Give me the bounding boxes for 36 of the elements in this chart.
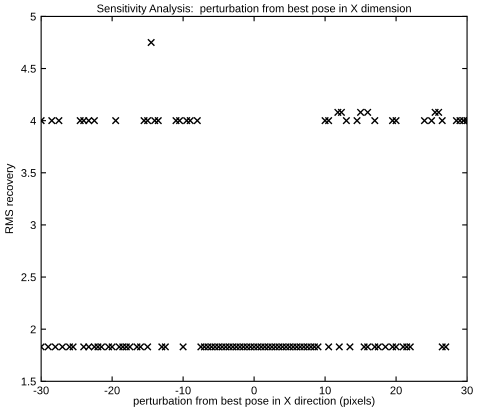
- y-tick-label: 3.5: [21, 169, 36, 177]
- x-tick-label: 20: [390, 386, 402, 394]
- x-tick-label: 0: [251, 386, 257, 394]
- point: [154, 116, 162, 125]
- y-tick-label: 4: [30, 117, 36, 125]
- x-tick-label: 30: [461, 386, 473, 394]
- point: [438, 116, 446, 125]
- point: [392, 116, 400, 125]
- y-tick-label: 1.5: [22, 378, 36, 386]
- point: [431, 108, 440, 116]
- y-tick-label: 4.5: [21, 64, 36, 73]
- point: [434, 108, 443, 116]
- point: [353, 116, 361, 125]
- y-tick-label: 3: [30, 221, 36, 230]
- point: [370, 116, 379, 125]
- point: [112, 116, 120, 125]
- y-tick-label: 5: [30, 12, 36, 21]
- point: [334, 108, 342, 116]
- point: [172, 116, 180, 125]
- y-tick-label: 2: [30, 325, 36, 334]
- point: [337, 108, 346, 116]
- x-tick-label: -30: [34, 386, 49, 394]
- point: [388, 116, 396, 125]
- x-axis-title: perturbation from best pose in X direction (pixels): [134, 396, 374, 407]
- point: [147, 38, 156, 46]
- y-axis-title: RMS recovery: [5, 164, 16, 234]
- x-tick-label: -10: [176, 386, 191, 394]
- point: [342, 116, 350, 125]
- x-tick-label: -20: [104, 386, 120, 394]
- point: [321, 116, 330, 125]
- point: [140, 116, 148, 125]
- point: [324, 116, 333, 125]
- x-tick-label: 10: [320, 386, 331, 394]
- y-tick-label: 2.5: [21, 273, 36, 282]
- point: [456, 116, 464, 125]
- chart-title: Sensitivity Analysis: perturbation from best pose in X dimension: [97, 4, 411, 15]
